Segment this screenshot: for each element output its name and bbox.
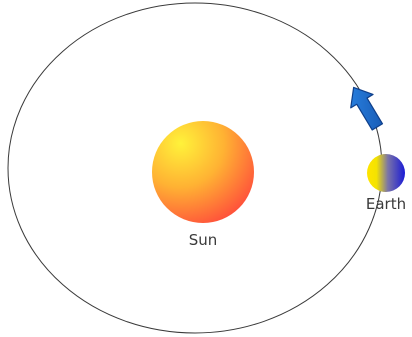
earth-label: Earth bbox=[366, 195, 406, 213]
sun-label: Sun bbox=[189, 231, 218, 249]
arrow-icon bbox=[350, 86, 384, 131]
earth bbox=[367, 154, 405, 192]
sun bbox=[152, 121, 254, 223]
